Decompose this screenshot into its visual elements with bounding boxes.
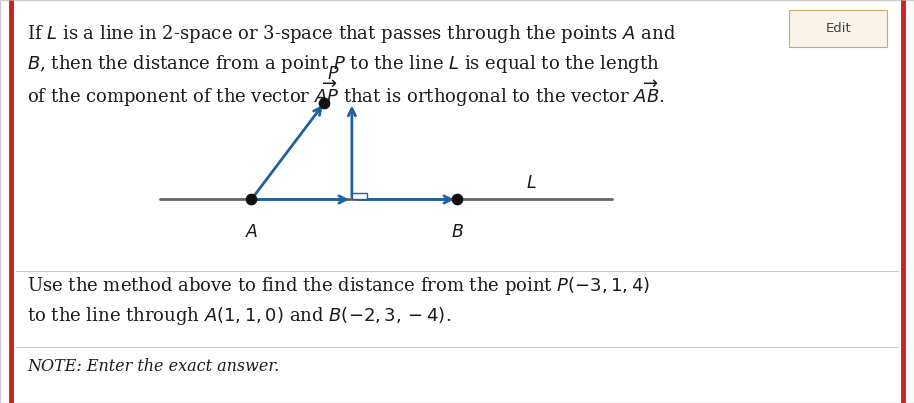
Text: to the line through $A(1,1,0)$ and $B(-2,3,-4)$.: to the line through $A(1,1,0)$ and $B(-2… — [27, 305, 452, 326]
Text: $B$, then the distance from a point $P$ to the line $L$ is equal to the length: $B$, then the distance from a point $P$ … — [27, 53, 660, 75]
Text: of the component of the vector $\overrightarrow{AP}$ that is orthogonal to the v: of the component of the vector $\overrig… — [27, 78, 665, 108]
Point — [450, 196, 464, 203]
Text: NOTE: Enter the exact answer.: NOTE: Enter the exact answer. — [27, 358, 280, 375]
Text: Use the method above to find the distance from the point $P(-3,1,4)$: Use the method above to find the distanc… — [27, 275, 651, 297]
Text: $P$: $P$ — [327, 66, 340, 83]
FancyBboxPatch shape — [789, 10, 887, 47]
Point — [244, 196, 259, 203]
Text: If $L$ is a line in 2-space or 3-space that passes through the points $A$ and: If $L$ is a line in 2-space or 3-space t… — [27, 23, 676, 45]
Bar — [352, 193, 367, 199]
Text: Edit: Edit — [825, 22, 851, 35]
Text: $A$: $A$ — [245, 224, 258, 241]
Text: $B$: $B$ — [451, 224, 463, 241]
Point — [317, 100, 332, 106]
Text: $L$: $L$ — [526, 175, 537, 192]
